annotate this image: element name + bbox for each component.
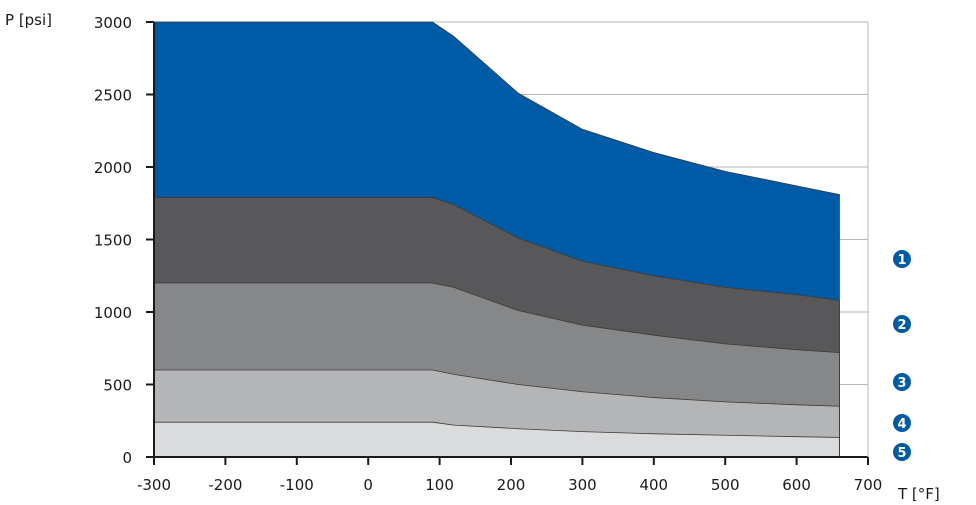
legend-badge-5: 5 (893, 443, 911, 461)
y-tick-label-2500: 2500 (94, 87, 132, 105)
x-axis-label: T [°F] (897, 485, 940, 503)
x-tick-label-500: 500 (711, 476, 740, 494)
legend-badge-circle-1 (893, 250, 911, 268)
legend-badge-circle-5 (893, 443, 911, 461)
legend-badge-circle-4 (893, 414, 911, 432)
x-tick-label-100: 100 (425, 476, 454, 494)
area-band-5 (153, 421, 840, 458)
legend-badge-number-4: 4 (897, 417, 906, 432)
y-tick-label-1000: 1000 (94, 304, 132, 322)
y-tick-label-3000: 3000 (94, 14, 132, 32)
legend-badge-circle-3 (893, 373, 911, 391)
legend-badge-4: 4 (893, 414, 911, 432)
y-tick-label-2000: 2000 (94, 159, 132, 177)
tick-labels: -300 -200 -100 0 100 200 300 400 500 600 700 0 500 10… (94, 14, 883, 494)
x-tick-label-700: 700 (854, 476, 883, 494)
x-tick-label--200: -200 (208, 476, 242, 494)
x-tick-label-200: 200 (497, 476, 526, 494)
legend-badge-number-1: 1 (897, 253, 906, 268)
legend-badge-number-2: 2 (897, 318, 906, 333)
x-tick-label-0: 0 (363, 476, 373, 494)
x-tick-label-300: 300 (568, 476, 597, 494)
x-tick-label-400: 400 (639, 476, 668, 494)
x-tick-label--300: -300 (137, 476, 171, 494)
x-tick-label-600: 600 (782, 476, 811, 494)
legend-badge-circle-2 (893, 315, 911, 333)
area-bands (153, 21, 840, 458)
legend-badge-3: 3 (893, 373, 911, 391)
legend-badges: 1 2 3 4 5 (893, 250, 911, 461)
x-tick-label--100: -100 (280, 476, 314, 494)
y-tick-label-0: 0 (122, 449, 132, 467)
legend-badge-2: 2 (893, 315, 911, 333)
legend-badge-number-5: 5 (897, 446, 906, 461)
legend-badge-1: 1 (893, 250, 911, 268)
y-tick-label-500: 500 (103, 377, 132, 395)
y-axis-label: P [psi] (5, 11, 52, 29)
legend-badge-number-3: 3 (897, 376, 906, 391)
y-tick-label-1500: 1500 (94, 232, 132, 250)
